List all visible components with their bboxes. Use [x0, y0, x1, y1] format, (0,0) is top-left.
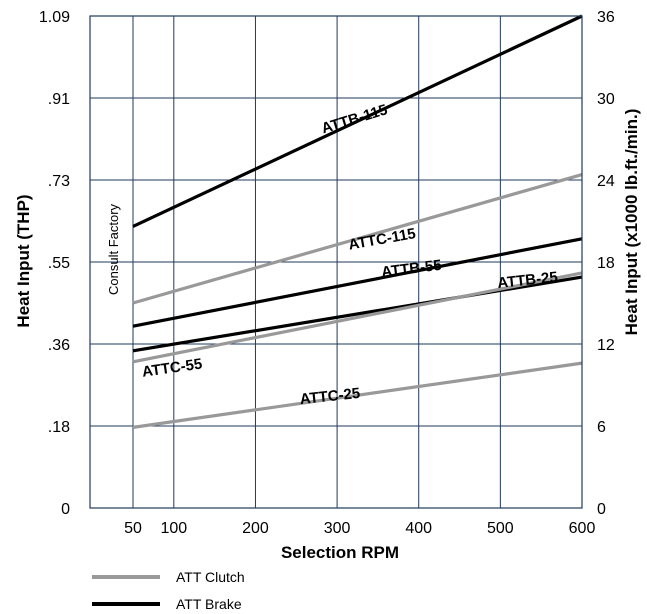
series-line-attc-55 — [132, 271, 583, 364]
y-left-tick-label: 1.09 — [39, 9, 70, 26]
y-right-tick-label: 18 — [597, 255, 615, 272]
series-line-attc-25 — [132, 361, 583, 429]
series-label-attc-115: ATTC-115 — [347, 225, 417, 254]
y-right-tick-label: 30 — [597, 91, 615, 108]
legend-label-brake: ATT Brake — [176, 596, 242, 612]
series-lines — [132, 14, 583, 429]
y-right-tick-label: 24 — [597, 173, 615, 190]
x-tick-label: 400 — [405, 520, 432, 537]
series-label-attb-25: ATTB-25 — [497, 269, 559, 292]
y-left-tick-label: .55 — [48, 255, 70, 272]
x-tick-label: 300 — [324, 520, 351, 537]
y-axis-title-left: Heat Input (THP) — [14, 194, 33, 327]
y-right-tick-label: 6 — [597, 419, 606, 436]
legend: ATT Clutch ATT Brake — [92, 569, 245, 612]
series-line-attb-115 — [132, 14, 583, 228]
y-right-tick-label: 0 — [597, 501, 606, 518]
grid — [90, 15, 582, 508]
series-label-attb-55: ATTB-55 — [380, 257, 442, 281]
series-label-attc-25: ATTC-25 — [299, 385, 361, 408]
y-left-tick-label: .18 — [48, 419, 70, 436]
series-line-attc-115 — [132, 172, 583, 305]
x-tick-label: 600 — [569, 520, 596, 537]
y-right-tick-label: 36 — [597, 9, 615, 26]
x-tick-label: 100 — [160, 520, 187, 537]
y-axis-title-right: Heat Input (x1000 lb.ft./min.) — [622, 109, 641, 336]
y-left-tick-label: .91 — [48, 91, 70, 108]
legend-label-clutch: ATT Clutch — [176, 569, 245, 585]
x-axis-title: Selection RPM — [281, 543, 399, 562]
tick-labels: 1.09 .91 .73 .55 .36 .18 0 36 30 24 18 12 6 0 50 100 200… — [39, 9, 615, 537]
plot-frame — [89, 15, 583, 509]
y-left-tick-label: .73 — [48, 173, 70, 190]
y-left-tick-label: .36 — [48, 337, 70, 354]
consult-factory-note: Consult Factory — [106, 203, 121, 295]
plot-border — [89, 15, 583, 509]
y-left-tick-label: 0 — [61, 501, 70, 518]
x-tick-label: 200 — [242, 520, 269, 537]
series-line-attb-55 — [132, 237, 583, 328]
x-tick-label: 50 — [124, 520, 142, 537]
y-right-tick-label: 12 — [597, 337, 615, 354]
x-tick-label: 500 — [487, 520, 514, 537]
series-label-attb-115: ATTB-115 — [319, 101, 389, 137]
